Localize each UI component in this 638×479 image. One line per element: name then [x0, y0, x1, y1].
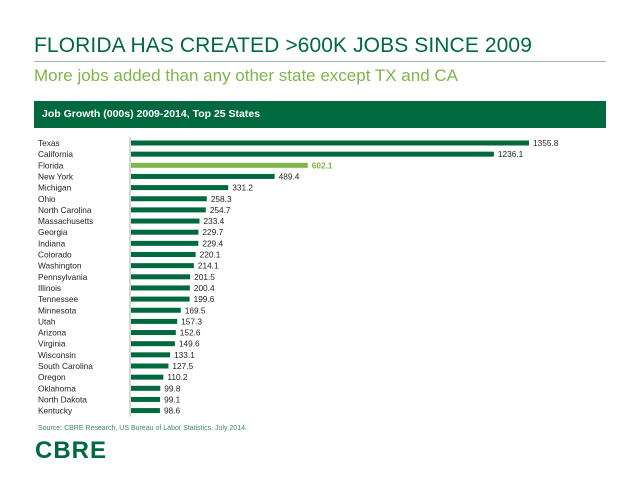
category-label-florida: Florida [38, 160, 64, 170]
value-label-new-york: 489.4 [279, 171, 300, 181]
category-label-ohio: Ohio [38, 194, 56, 204]
category-label-colorado: Colorado [38, 250, 72, 260]
bar-colorado [131, 252, 196, 257]
category-label-north-dakota: North Dakota [38, 394, 87, 404]
category-label-massachusetts: Massachusetts [38, 216, 93, 226]
category-label-north-carolina: North Carolina [38, 205, 92, 215]
value-label-pennsylvania: 201.5 [194, 272, 215, 282]
value-label-minnesota: 169.5 [185, 305, 206, 315]
category-label-tennessee: Tennessee [38, 294, 79, 304]
bar-north-dakota [131, 396, 161, 402]
bar-virginia [131, 341, 175, 347]
bar-california [131, 151, 494, 157]
bar-indiana [131, 240, 199, 246]
bar-tennessee [131, 296, 190, 302]
value-label-north-carolina: 254.7 [210, 205, 231, 215]
title-divider [34, 61, 606, 62]
value-label-arizona: 152.6 [180, 328, 201, 338]
bar-arizona [131, 330, 176, 336]
value-label-massachusetts: 233.4 [204, 216, 225, 226]
value-label-washington: 214.1 [198, 261, 219, 271]
category-label-illinois: Illinois [38, 283, 61, 293]
value-label-tennessee: 199.6 [194, 294, 215, 304]
value-label-indiana: 229.4 [202, 238, 223, 248]
bar-utah [131, 318, 178, 324]
bar-texas [131, 140, 529, 146]
category-label-arizona: Arizona [38, 328, 67, 338]
category-label-south-carolina: South Carolina [38, 361, 93, 371]
bar-pennsylvania [131, 274, 191, 280]
bar-massachusetts [131, 218, 200, 224]
chart-title-bar: Job Growth (000s) 2009-2014, Top 25 Stat… [34, 101, 606, 128]
category-label-oregon: Oregon [38, 372, 66, 382]
category-label-michigan: Michigan [38, 183, 72, 193]
bar-washington [131, 263, 194, 269]
value-label-michigan: 331.2 [232, 183, 253, 193]
bar-ohio [131, 196, 207, 202]
category-label-washington: Washington [38, 261, 82, 271]
bar-minnesota [131, 307, 181, 313]
bar-oklahoma [131, 385, 161, 391]
value-label-south-carolina: 127.5 [172, 361, 193, 371]
value-label-california: 1236.1 [498, 149, 524, 159]
category-label-georgia: Georgia [38, 227, 68, 237]
category-label-kentucky: Kentucky [38, 406, 73, 416]
category-label-oklahoma: Oklahoma [38, 383, 76, 393]
bar-new-york [131, 173, 275, 179]
bar-michigan [131, 185, 229, 191]
bar-oregon [131, 374, 164, 380]
bar-georgia [131, 229, 199, 235]
value-label-florida: 602.1 [312, 160, 333, 170]
value-label-oregon: 110.2 [167, 372, 188, 382]
slide-title: FLORIDA HAS CREATED >600K JOBS SINCE 200… [34, 34, 532, 57]
bar-illinois [131, 285, 190, 291]
category-label-california: California [38, 149, 73, 159]
category-label-pennsylvania: Pennsylvania [38, 272, 88, 282]
category-label-wisconsin: Wisconsin [38, 350, 76, 360]
bar-north-carolina [131, 207, 206, 213]
value-label-kentucky: 98.6 [164, 406, 181, 416]
bar-wisconsin [131, 352, 171, 358]
category-label-utah: Utah [38, 316, 56, 326]
value-label-illinois: 200.4 [194, 283, 215, 293]
category-label-texas: Texas [38, 138, 60, 148]
value-label-utah: 157.3 [181, 316, 202, 326]
bar-florida [131, 162, 308, 168]
bar-south-carolina [131, 363, 169, 369]
category-label-indiana: Indiana [38, 238, 66, 248]
category-label-virginia: Virginia [38, 339, 66, 349]
value-label-north-dakota: 99.1 [164, 394, 181, 404]
value-label-colorado: 220.1 [200, 250, 221, 260]
category-label-minnesota: Minnesota [38, 305, 77, 315]
value-label-texas: 1355.8 [533, 138, 559, 148]
category-label-new-york: New York [38, 171, 74, 181]
value-label-georgia: 229.7 [202, 227, 223, 237]
source-note: Source: CBRE Research, US Bureau of Labo… [38, 425, 247, 432]
bar-kentucky [131, 408, 160, 414]
slide-subtitle: More jobs added than any other state exc… [34, 66, 459, 85]
cbre-logo: CBRE [35, 437, 108, 464]
value-label-oklahoma: 99.8 [164, 383, 181, 393]
value-label-ohio: 258.3 [211, 194, 232, 204]
value-label-wisconsin: 133.1 [174, 350, 195, 360]
value-label-virginia: 149.6 [179, 339, 200, 349]
